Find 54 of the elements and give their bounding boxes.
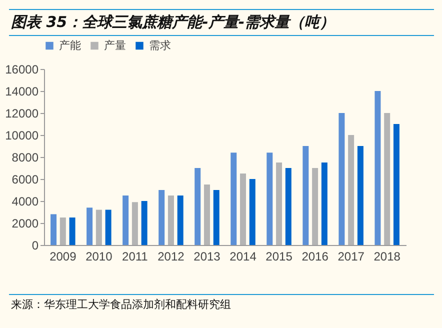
y-tick-label: 14000 <box>5 84 39 98</box>
bar <box>357 146 364 245</box>
bar <box>141 201 148 245</box>
y-tick-label: 12000 <box>5 106 39 120</box>
bar <box>50 214 57 245</box>
x-tick-label: 2013 <box>194 250 221 264</box>
x-tick-label: 2011 <box>122 250 148 264</box>
y-tick-label: 4000 <box>12 194 39 208</box>
bar <box>204 184 210 245</box>
y-tick-label: 0 <box>32 238 39 252</box>
bar <box>338 113 345 245</box>
y-tick-label: 10000 <box>5 128 39 142</box>
x-tick-label: 2015 <box>266 250 293 264</box>
bar <box>240 174 246 245</box>
y-tick-label: 2000 <box>12 216 39 230</box>
x-tick-label: 2018 <box>374 250 401 264</box>
bar <box>321 162 328 245</box>
chart-title: 图表 35：全球三氯蔗糖产能-产量-需求量（吨） <box>9 9 434 36</box>
bar <box>213 190 220 245</box>
bar <box>348 135 354 245</box>
y-tick-label: 16000 <box>5 62 39 76</box>
x-tick-label: 2010 <box>86 250 113 264</box>
bar <box>105 210 112 245</box>
bar <box>230 152 237 245</box>
x-tick-label: 2016 <box>302 250 329 264</box>
source-note: 来源：华东理工大学食品添加剂和配料研究组 <box>9 294 434 314</box>
bar <box>285 168 292 245</box>
bar <box>177 196 184 245</box>
bar <box>312 168 318 245</box>
x-tick-label: 2009 <box>50 250 77 264</box>
x-tick-label: 2017 <box>338 250 365 264</box>
legend-label: 产能 <box>59 38 81 52</box>
x-tick-label: 2014 <box>230 250 257 264</box>
x-tick-label: 2012 <box>158 250 185 264</box>
bar <box>86 208 93 245</box>
bar <box>122 196 129 245</box>
legend-label: 产量 <box>104 38 126 52</box>
y-tick-label: 8000 <box>12 150 39 164</box>
bar <box>194 168 201 245</box>
bar <box>266 152 273 245</box>
bar <box>69 218 76 245</box>
bar <box>158 190 165 245</box>
bar <box>249 179 256 245</box>
bar <box>276 162 282 245</box>
bar <box>60 218 66 245</box>
bar <box>168 196 174 245</box>
y-tick-label: 6000 <box>12 172 39 186</box>
bar <box>393 124 400 245</box>
bar <box>374 91 381 245</box>
legend-label: 需求 <box>149 38 171 52</box>
bar <box>132 202 138 245</box>
bar <box>384 113 390 245</box>
bar <box>302 146 309 245</box>
bar <box>96 210 102 245</box>
